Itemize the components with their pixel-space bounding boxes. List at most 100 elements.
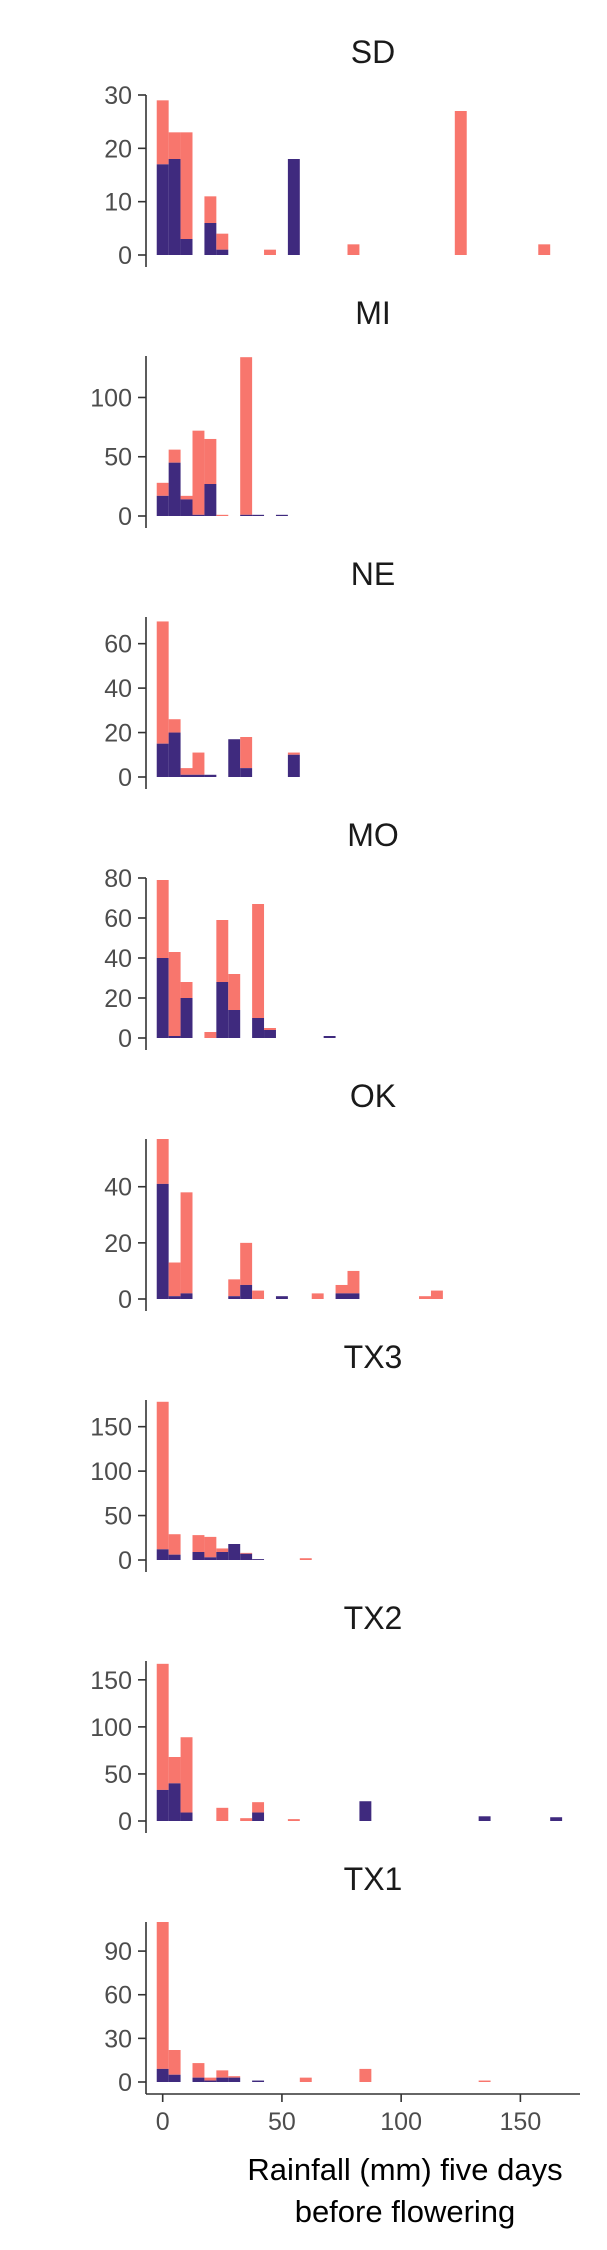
bar-top [311, 1293, 324, 1299]
bar-top [264, 249, 276, 255]
bar-top [299, 1558, 312, 1560]
bar-top [228, 974, 241, 1010]
y-tick-label: 0 [118, 503, 132, 531]
x-axis-label-line-2: before flowering [295, 2194, 516, 2229]
bar-bottom [156, 1549, 169, 1560]
x-axis-label: Rainfall (mm) five days before flowering [247, 2152, 562, 2229]
y-tick-label: 150 [90, 1667, 132, 1695]
panel-mo: MO 0 20 40 60 80 [104, 817, 399, 1053]
panel-title: NE [351, 556, 395, 592]
bar-top [180, 1737, 193, 1813]
bar-top [240, 737, 253, 769]
bar-top [180, 495, 193, 500]
bar-top [192, 430, 205, 515]
x-tick-label: 150 [500, 2108, 542, 2136]
bar-top [204, 1032, 217, 1038]
bar-bottom [204, 223, 217, 255]
y-tick-label: 40 [104, 1174, 132, 1202]
bar-bottom [180, 1812, 193, 1821]
bar-bottom [180, 998, 193, 1038]
bar-top [252, 1290, 265, 1299]
bar-top [168, 449, 181, 463]
bar-bottom [240, 1553, 253, 1560]
bar-bottom [359, 1801, 372, 1821]
y-tick-label: 40 [104, 945, 132, 973]
bar-bottom [228, 2077, 241, 2082]
bar-bottom [156, 743, 169, 777]
bar-top [168, 719, 181, 733]
y-tick-label: 50 [104, 1503, 132, 1531]
y-tick-label: 50 [104, 444, 132, 472]
y-tick-label: 60 [104, 631, 132, 659]
y-tick-label: 100 [90, 384, 132, 412]
bar-bottom [252, 2080, 265, 2082]
bar-bottom [275, 1296, 288, 1299]
bar-bottom [180, 239, 193, 255]
bar-bottom [550, 1817, 563, 1821]
bar-bottom [252, 1559, 265, 1560]
bar-bottom [168, 1783, 181, 1821]
bar-top [168, 1757, 181, 1784]
bar-top [228, 2076, 241, 2078]
bar-bottom [275, 514, 288, 516]
bar-bottom [287, 754, 300, 777]
y-tick-label: 20 [104, 985, 132, 1013]
bar-bottom [180, 499, 193, 516]
bar-top [180, 132, 193, 239]
x-axis: 0 50 100 150 Rainfall (mm) five days before f… [146, 2093, 580, 2229]
y-tick-label: 30 [104, 2025, 132, 2053]
y-tick-label: 40 [104, 675, 132, 703]
panel-title: MI [355, 295, 391, 331]
bar-top [156, 1139, 169, 1184]
bar-top [168, 1262, 181, 1297]
y-tick-label: 100 [90, 1458, 132, 1486]
bar-top [335, 1284, 348, 1294]
bar-bottom [192, 2077, 205, 2082]
bar-bottom [347, 1293, 360, 1299]
bar-top [156, 482, 169, 496]
panel-title: OK [350, 1078, 396, 1114]
bar-top [204, 438, 217, 484]
bar-bottom [156, 1183, 169, 1299]
bar-top [264, 1028, 276, 1030]
y-tick-label: 80 [104, 865, 132, 893]
bar-bottom [240, 1284, 253, 1299]
y-tick-label: 60 [104, 905, 132, 933]
bar-top [252, 904, 265, 1018]
bar-top [156, 1922, 169, 2069]
panel-tx1: TX1 0 30 60 90 [104, 1861, 491, 2097]
panel-tx3: TX3 0 50 100 150 [90, 1339, 402, 1575]
bar-bottom [204, 484, 217, 516]
bar-top [156, 1663, 169, 1790]
bar-top [359, 2068, 372, 2082]
bar-top [454, 111, 467, 255]
bar-top [240, 1552, 253, 1554]
bar-bottom [168, 1554, 181, 1560]
y-tick-label: 50 [104, 1761, 132, 1789]
bar-top [240, 1242, 253, 1285]
bar-top [287, 1819, 300, 1821]
bar-top [192, 2063, 205, 2078]
y-tick-label: 10 [104, 189, 132, 217]
panel-title: MO [347, 817, 399, 853]
y-tick-label: 30 [104, 82, 132, 110]
panel-tx2: TX2 0 50 100 150 [90, 1600, 563, 1836]
panel-ok: OK 0 20 40 [104, 1078, 443, 1314]
bar-bottom [264, 1030, 276, 1038]
bar-bottom [216, 2077, 229, 2082]
bar-bottom [240, 514, 253, 516]
y-tick-label: 100 [90, 1714, 132, 1742]
bar-bottom [216, 982, 229, 1038]
bar-bottom [168, 1296, 181, 1299]
panel-title: TX3 [344, 1339, 403, 1375]
bar-bottom [168, 732, 181, 777]
bar-top [192, 1535, 205, 1552]
bar-top [168, 1534, 181, 1555]
bar-top [168, 132, 181, 159]
y-tick-label: 0 [118, 764, 132, 792]
bar-bottom [228, 1296, 241, 1299]
bar-bottom [180, 774, 193, 777]
bar-top [216, 2070, 229, 2078]
x-axis-label-line-1: Rainfall (mm) five days [247, 2152, 562, 2187]
bar-bottom [156, 495, 169, 516]
